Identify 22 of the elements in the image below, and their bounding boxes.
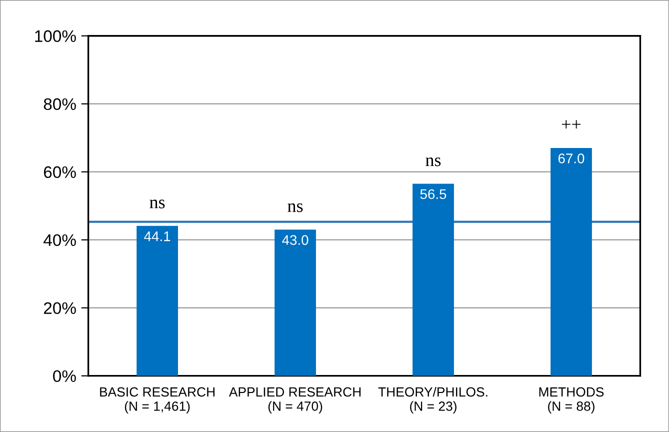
y-tick-label: 40%	[44, 234, 76, 246]
y-tick-label: 60%	[44, 166, 76, 178]
data-label: 43.0	[282, 235, 308, 245]
x-tick-label: METHODS (N = 88)	[539, 387, 604, 414]
annotation: ns	[288, 203, 303, 212]
annotation: ns	[426, 158, 441, 166]
y-tick-label: 20%	[44, 302, 76, 314]
x-tick-label: BASIC RESEARCH (N = 1,461)	[100, 387, 215, 414]
x-tick-label: APPLIED RESEARCH (N = 470)	[228, 387, 361, 414]
data-label: 67.0	[558, 154, 584, 164]
data-label: 56.5	[420, 189, 446, 200]
bar	[550, 148, 592, 376]
y-tick-label: 80%	[44, 98, 76, 110]
x-tick-label: THEORY/PHILOS. (N = 23)	[378, 386, 488, 414]
annotation: ns	[150, 200, 165, 208]
y-tick-label: 100%	[35, 30, 76, 42]
bar	[136, 226, 178, 376]
bar	[274, 230, 316, 376]
data-label: 44.1	[144, 232, 170, 242]
y-tick-label: 0%	[53, 370, 76, 382]
bar	[412, 184, 454, 376]
annotation: ++	[562, 120, 581, 129]
